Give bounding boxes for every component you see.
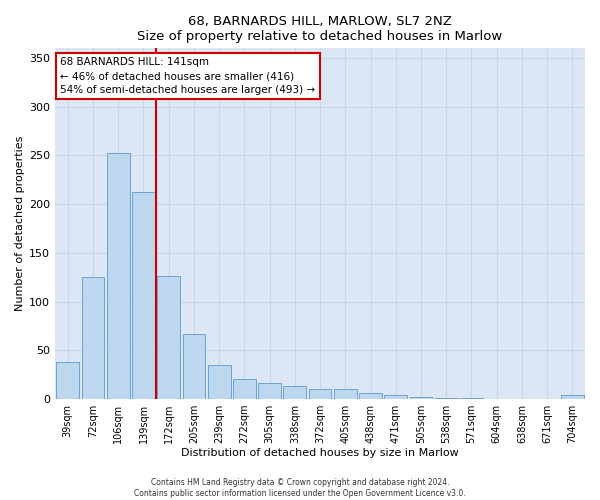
Bar [561,395,584,399]
Bar [157,276,180,399]
Bar [460,398,483,399]
Bar [410,397,433,399]
Text: Contains HM Land Registry data © Crown copyright and database right 2024.
Contai: Contains HM Land Registry data © Crown c… [134,478,466,498]
Bar [208,365,230,399]
Bar [132,192,155,399]
X-axis label: Distribution of detached houses by size in Marlow: Distribution of detached houses by size … [181,448,459,458]
Bar [359,393,382,399]
Text: 68 BARNARDS HILL: 141sqm
← 46% of detached houses are smaller (416)
54% of semi-: 68 BARNARDS HILL: 141sqm ← 46% of detach… [61,57,316,95]
Bar [107,152,130,399]
Y-axis label: Number of detached properties: Number of detached properties [15,136,25,312]
Bar [385,395,407,399]
Bar [233,378,256,399]
Bar [309,389,331,399]
Bar [56,362,79,399]
Bar [283,386,306,399]
Bar [258,384,281,399]
Bar [334,389,356,399]
Bar [182,334,205,399]
Title: 68, BARNARDS HILL, MARLOW, SL7 2NZ
Size of property relative to detached houses : 68, BARNARDS HILL, MARLOW, SL7 2NZ Size … [137,15,503,43]
Bar [435,398,458,399]
Bar [82,277,104,399]
